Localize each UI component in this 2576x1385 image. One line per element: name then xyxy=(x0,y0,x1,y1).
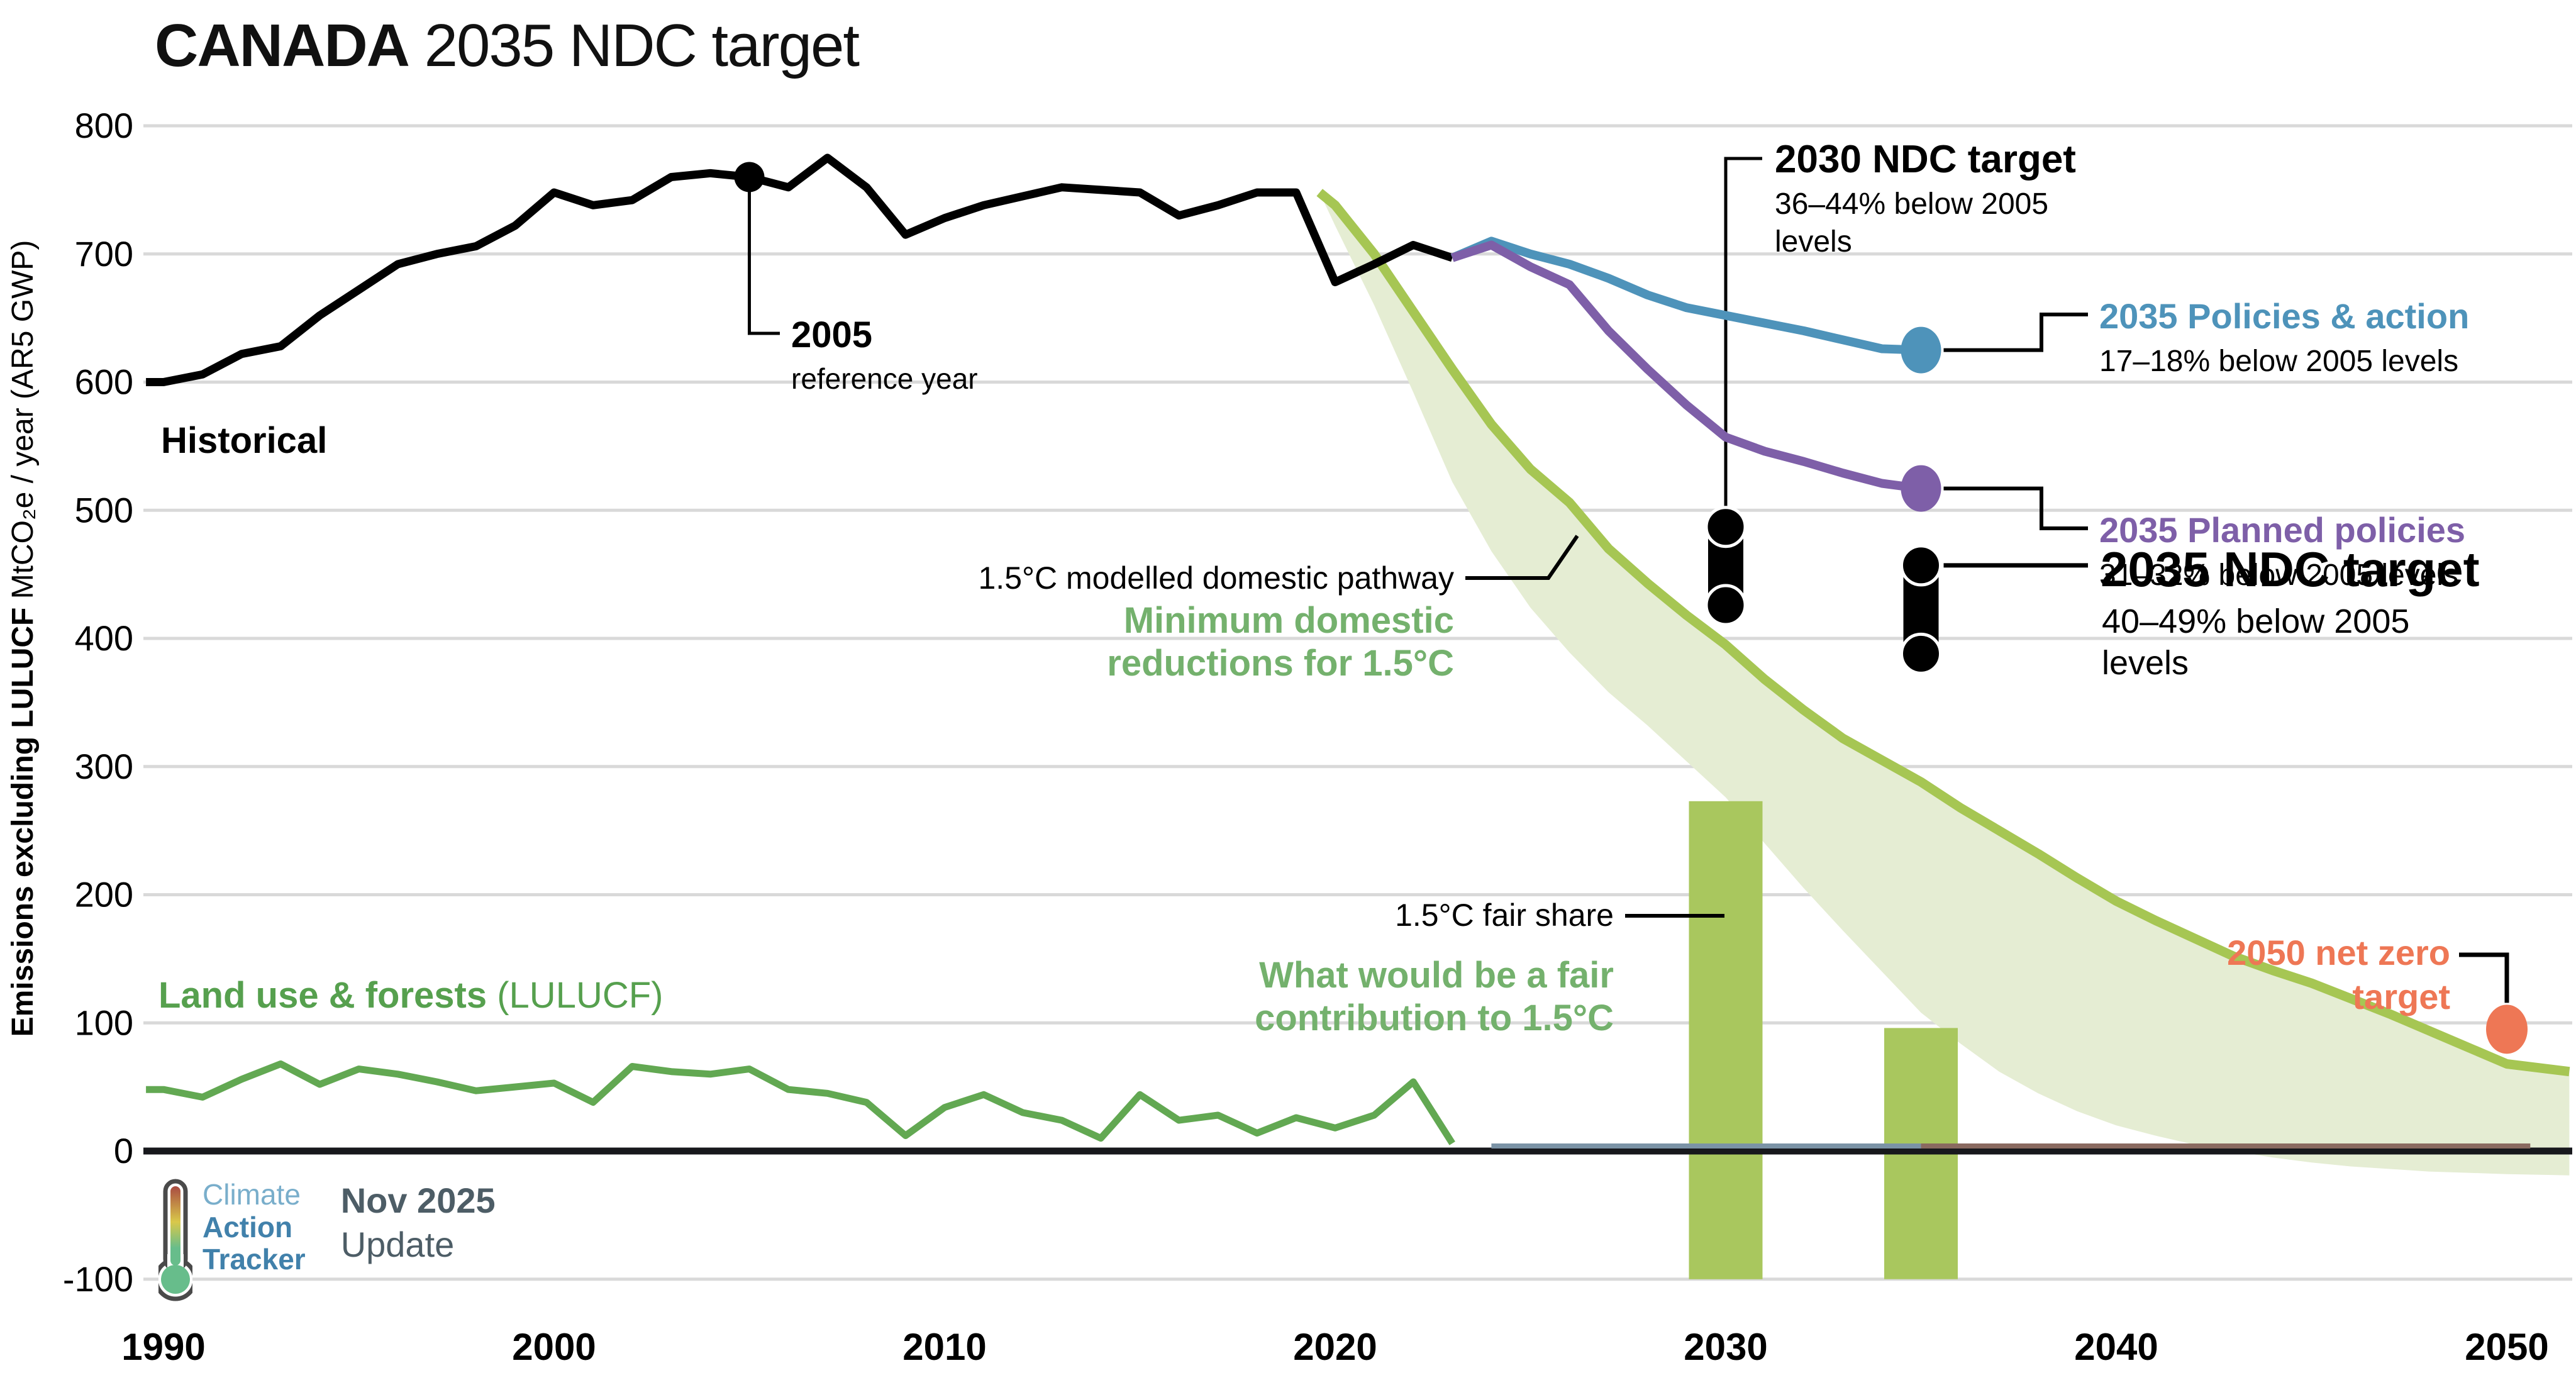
y-tick-200: 200 xyxy=(75,875,133,915)
lulucf-line xyxy=(146,1060,1455,1145)
climate-action-tracker-brand: Climate Action Tracker Nov 2025 Update xyxy=(158,1178,496,1302)
x-tick-2010: 2010 xyxy=(902,1326,986,1368)
page-title-rest: 2035 NDC target xyxy=(408,12,860,79)
net-zero-callout-line xyxy=(2459,952,2509,1003)
x-tick-2020: 2020 xyxy=(1293,1326,1377,1368)
pathway-band xyxy=(1319,192,2570,1176)
ndc-2035-range-dot xyxy=(1900,544,1942,587)
ndc-2035-sub1: 40–49% below 2005 xyxy=(2102,603,2409,640)
historical-label: Historical xyxy=(161,420,327,461)
update-date: Nov 2025 xyxy=(340,1181,496,1220)
ref-2005-dot xyxy=(734,162,765,192)
planned-policies-line xyxy=(1451,240,1922,493)
ndc-2030-range-dot xyxy=(1704,584,1747,626)
net-zero-dot xyxy=(2486,1004,2528,1054)
ref-2005-title: 2005 xyxy=(791,314,872,355)
x-tick-2030: 2030 xyxy=(1684,1326,1767,1368)
ref-2005-sub: reference year xyxy=(791,362,978,395)
planned-callout-line xyxy=(1943,486,2088,530)
update-stamp: Nov 2025 Update xyxy=(341,1179,496,1267)
ndc-2035-sub2: levels xyxy=(2102,644,2189,682)
thermometer-icon xyxy=(158,1179,192,1301)
pathway-label: 1.5°C modelled domestic pathway xyxy=(979,560,1455,596)
y-tick-800: 800 xyxy=(75,106,133,145)
fair-share-green-label-2: contribution to 1.5°C xyxy=(1255,998,1614,1038)
policies-2035-sub: 17–18% below 2005 levels xyxy=(2099,345,2458,378)
ndc-2030-sub1: 36–44% below 2005 xyxy=(1775,187,2048,221)
policies-callout-line xyxy=(1943,313,2088,352)
logo-action: Action xyxy=(203,1210,293,1243)
y-tick-300: 300 xyxy=(75,747,133,786)
y-tick-100: 100 xyxy=(75,1003,133,1042)
y-tick-500: 500 xyxy=(75,490,133,530)
policies-action-dot xyxy=(1901,326,1941,374)
planned-2035-sub: 31–32% below 2005 levels xyxy=(2099,559,2458,592)
x-tick-1990: 1990 xyxy=(121,1326,205,1368)
ndc-2035-range-dot xyxy=(1900,632,1942,675)
pathway-green-label-2: reductions for 1.5°C xyxy=(1107,643,1454,684)
lulucf-label: Land use & forests (LULUCF) xyxy=(158,975,663,1016)
page-title-country: CANADA xyxy=(155,12,410,79)
ndc-2035-title: 2035 NDC target xyxy=(2101,542,2480,597)
ndc-2030-title: 2030 NDC target xyxy=(1775,138,2076,181)
page-title: CANADA 2035 NDC target xyxy=(155,11,860,81)
y-tick-700: 700 xyxy=(75,234,133,274)
logo-climate: Climate xyxy=(203,1178,301,1211)
policies-action-line xyxy=(1450,236,1921,355)
y-tick-0: 0 xyxy=(114,1131,133,1171)
x-tick-2040: 2040 xyxy=(2074,1326,2158,1368)
logo-text: Climate Action Tracker xyxy=(203,1178,306,1276)
ndc-2030-sub2: levels xyxy=(1775,225,1852,259)
pathway-callout-line xyxy=(1465,535,1579,580)
fair-share-green-label-1: What would be a fair xyxy=(1259,955,1614,996)
y-tick--100: -100 xyxy=(63,1259,133,1299)
x-tick-2050: 2050 xyxy=(2465,1326,2548,1368)
ndc-2030-range-dot xyxy=(1704,506,1747,548)
historical-line xyxy=(146,153,1454,386)
ndc-2030-callout-line xyxy=(1724,157,1762,532)
y-tick-400: 400 xyxy=(75,618,133,658)
planned-2035-title: 2035 Planned policies xyxy=(2099,510,2465,550)
pathway-green-label-1: Minimum domestic xyxy=(1124,600,1454,641)
y-tick-600: 600 xyxy=(75,362,133,402)
net-zero-label-1: 2050 net zero xyxy=(2227,933,2450,972)
fair-share-bar-2030 xyxy=(1689,801,1763,1279)
x-tick-2000: 2000 xyxy=(512,1326,596,1368)
pathway-line xyxy=(1316,189,2570,1077)
fair-share-label: 1.5°C fair share xyxy=(1395,898,1614,933)
logo-tracker: Tracker xyxy=(203,1243,306,1276)
ref-2005-callout-line xyxy=(748,186,780,335)
policies-2035-title: 2035 Policies & action xyxy=(2099,296,2469,336)
net-zero-label-2: target xyxy=(2352,977,2450,1016)
planned-policies-dot xyxy=(1901,465,1941,512)
update-label: Update xyxy=(340,1225,455,1264)
y-axis-label: Emissions excluding LULUCF MtCO₂e / year… xyxy=(6,240,40,1037)
